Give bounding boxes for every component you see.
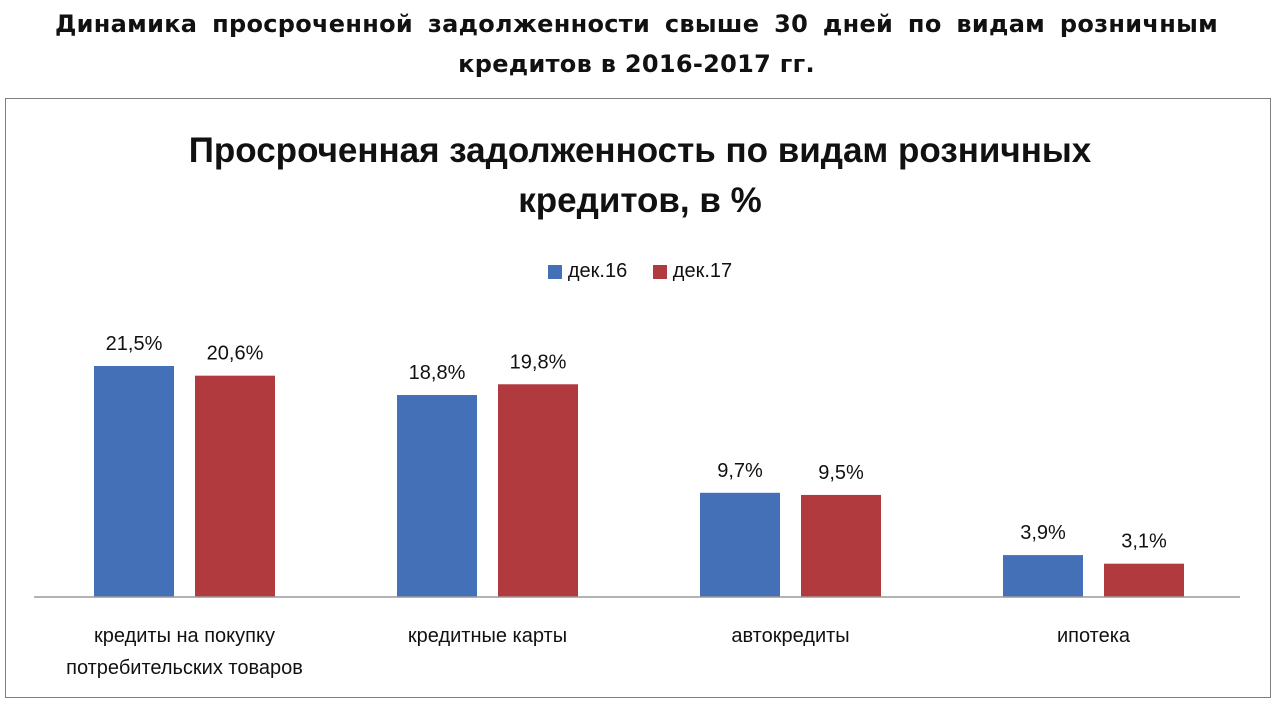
legend-label-dec17: дек.17 (672, 260, 733, 282)
chart-legend: дек.16 дек.17 (0, 260, 1280, 285)
category-label-0-0: кредиты на покупку (94, 625, 275, 647)
bar-dec16-1 (397, 395, 477, 597)
category-label-1-0: кредитные карты (408, 625, 567, 647)
legend-item-dec16: дек.16 (547, 260, 628, 283)
data-label-dec16-1: 18,8% (409, 362, 466, 384)
legend-swatch-dec17 (652, 264, 667, 279)
data-label-dec17-3: 3,1% (1121, 531, 1167, 553)
data-label-dec17-1: 19,8% (510, 351, 567, 373)
legend-swatch-dec16 (547, 264, 562, 279)
data-label-dec17-0: 20,6% (207, 343, 264, 365)
category-label-2-0: автокредиты (731, 625, 849, 647)
bar-dec16-0 (94, 366, 174, 597)
category-label-0-1: потребительских товаров (66, 657, 303, 679)
data-label-dec16-2: 9,7% (717, 460, 763, 482)
legend-label-dec16: дек.16 (567, 260, 628, 282)
data-label-dec16-3: 3,9% (1020, 522, 1066, 544)
data-label-dec17-2: 9,5% (818, 462, 864, 484)
legend-item-dec17: дек.17 (652, 260, 733, 283)
bar-dec17-0 (195, 375, 275, 597)
chart-title-line-2: кредитов, в % (518, 181, 762, 220)
data-label-dec16-0: 21,5% (106, 333, 163, 355)
bar-dec17-1 (498, 384, 578, 597)
category-label-3-0: ипотека (1057, 625, 1131, 647)
document-heading: Динамика просроченной задолженности свыш… (55, 10, 1218, 78)
bar-dec17-3 (1104, 563, 1184, 597)
chart-title-line-1: Просроченная задолженность по видам розн… (188, 131, 1092, 170)
chart-title: Просроченная задолженность по видам розн… (0, 126, 1280, 226)
bar-dec16-2 (700, 492, 780, 597)
bar-dec17-2 (801, 494, 881, 597)
bar-dec16-3 (1003, 555, 1083, 597)
